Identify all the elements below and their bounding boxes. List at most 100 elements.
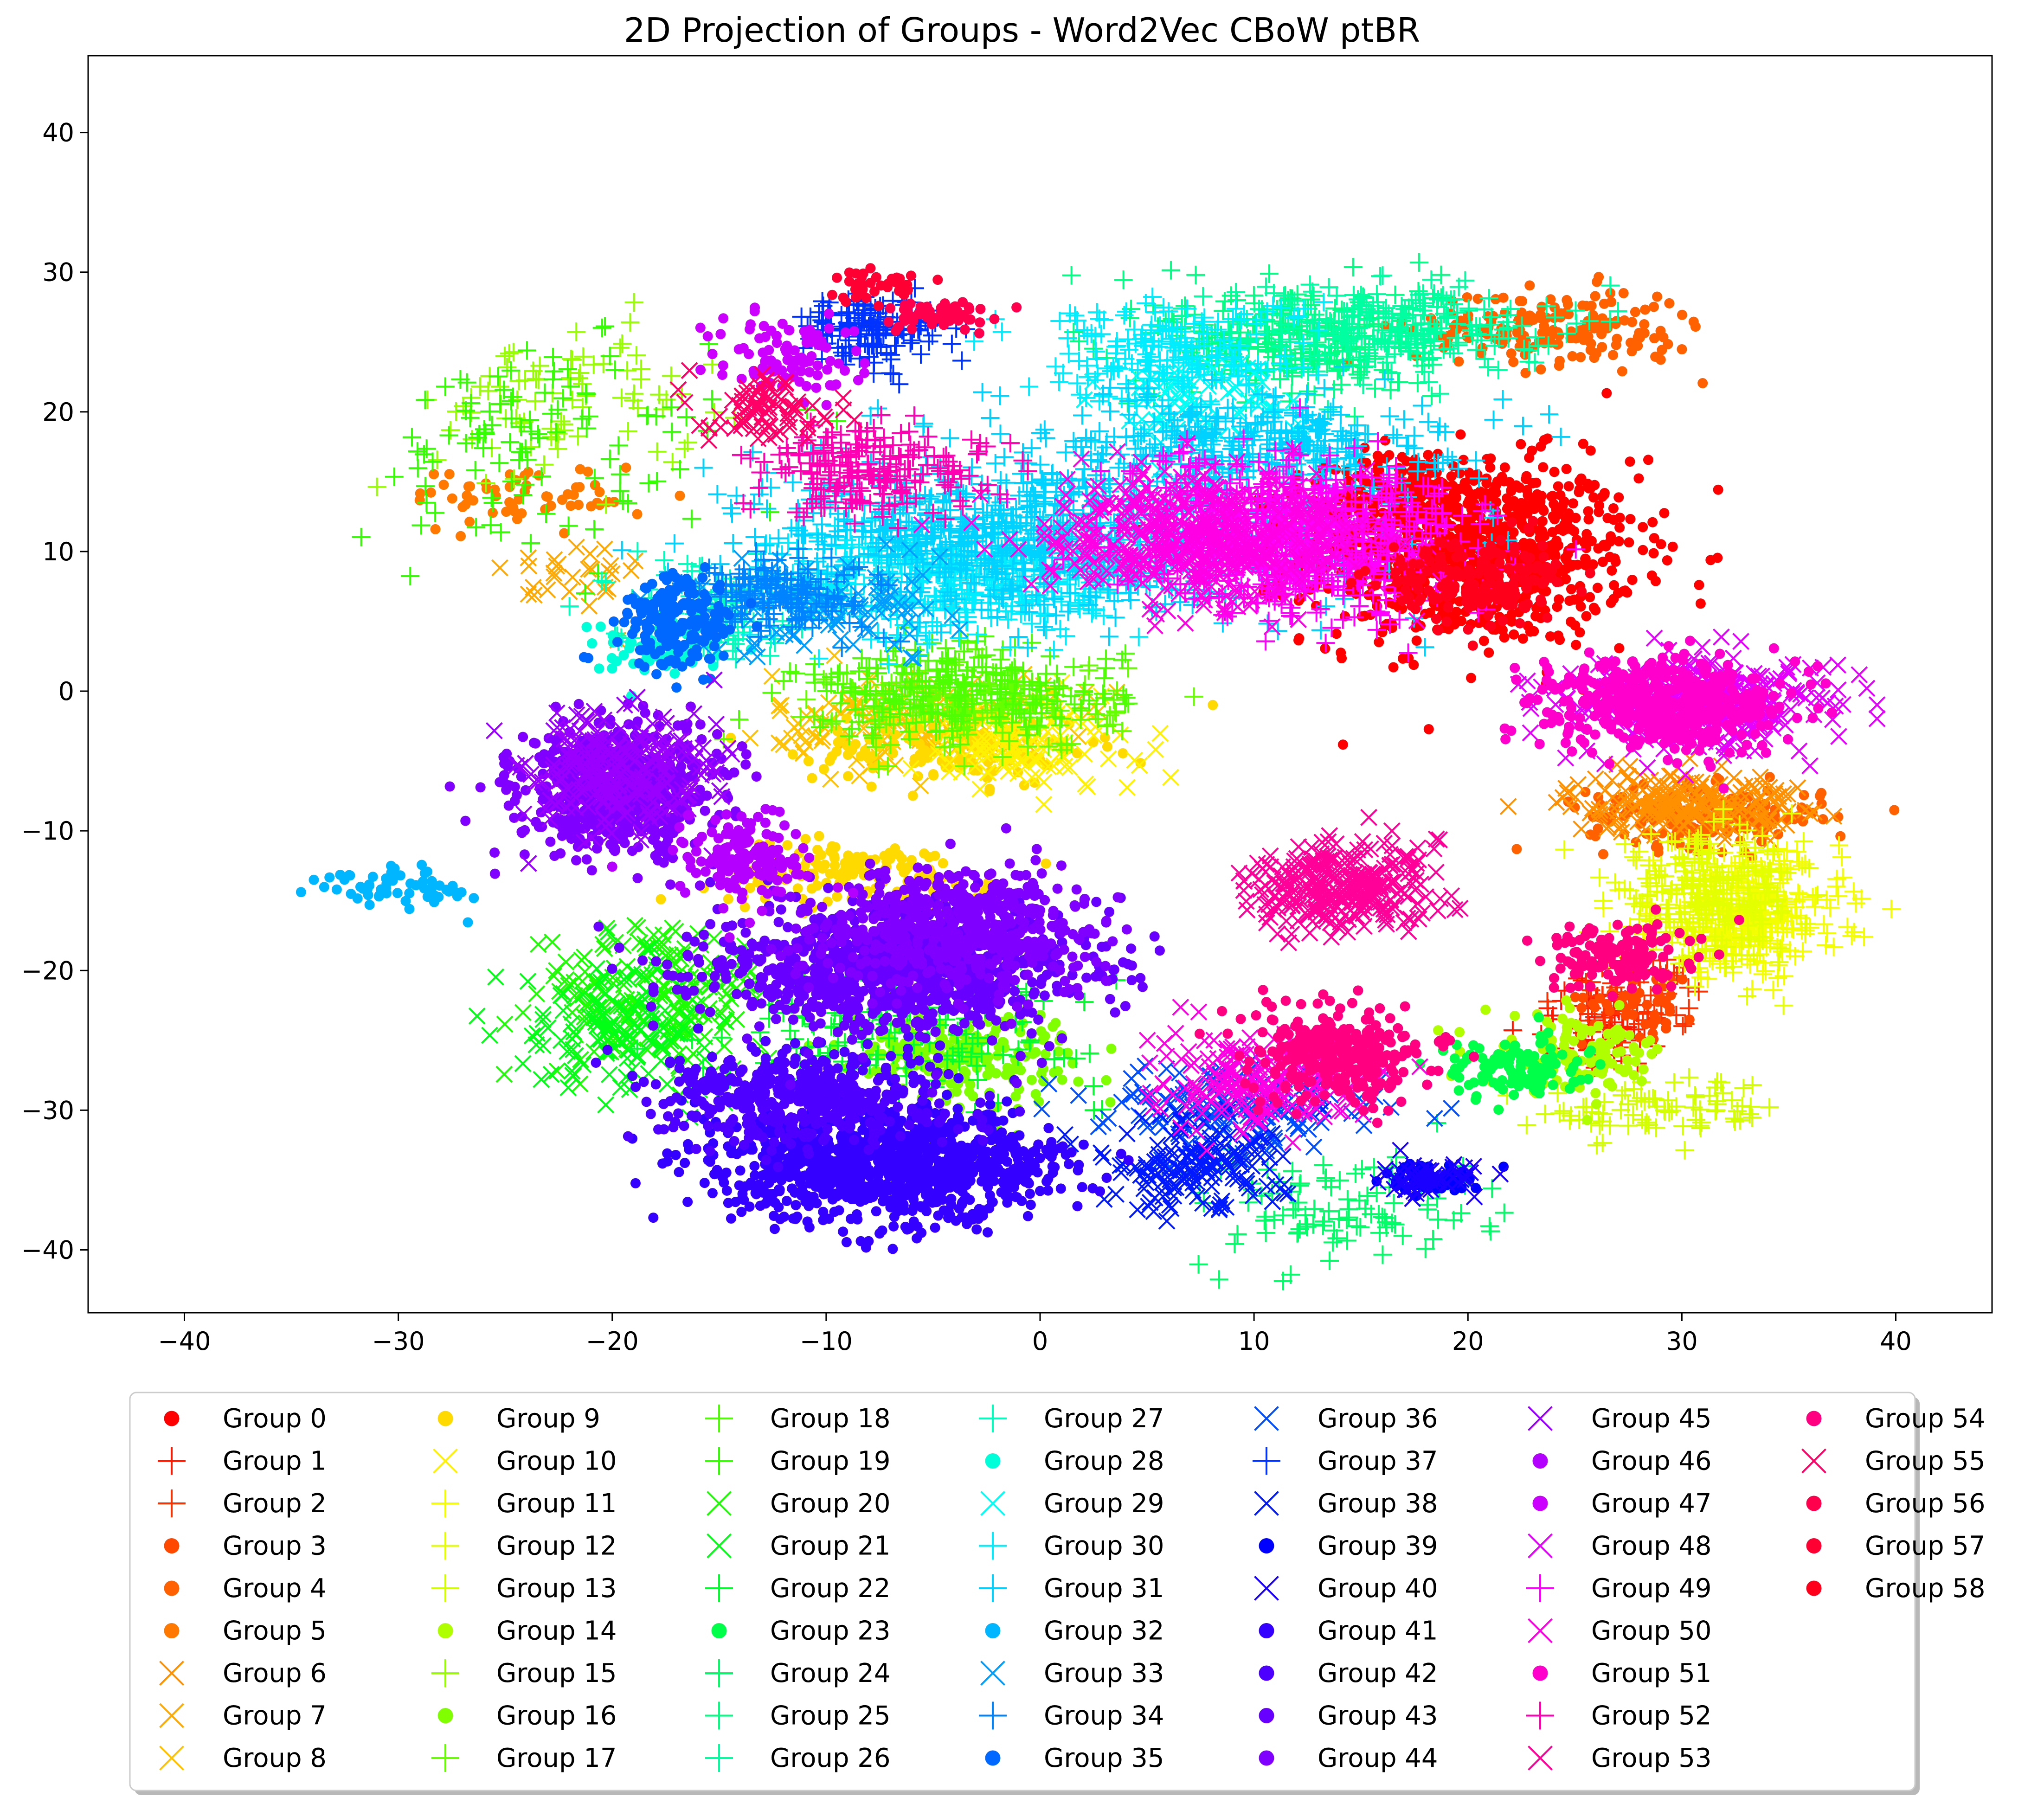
data-point bbox=[1106, 1043, 1117, 1054]
plot-area bbox=[296, 253, 1901, 1290]
data-point bbox=[1455, 429, 1466, 440]
data-point bbox=[800, 834, 811, 844]
data-point bbox=[1592, 583, 1603, 593]
data-point bbox=[1517, 633, 1528, 644]
data-point bbox=[1516, 514, 1527, 525]
data-point bbox=[1562, 299, 1573, 309]
data-point bbox=[1570, 620, 1581, 631]
data-point bbox=[807, 773, 817, 783]
data-point bbox=[1660, 995, 1671, 1006]
data-point bbox=[603, 497, 613, 507]
data-point bbox=[1030, 1047, 1041, 1058]
data-point bbox=[1599, 298, 1609, 309]
data-point bbox=[1527, 445, 1537, 456]
data-point bbox=[852, 864, 863, 874]
data-point bbox=[1336, 648, 1346, 658]
data-point bbox=[919, 848, 930, 859]
data-point bbox=[1508, 527, 1519, 538]
data-point bbox=[1466, 512, 1476, 522]
data-point bbox=[1612, 1024, 1623, 1035]
data-point bbox=[1652, 1044, 1663, 1054]
data-point bbox=[1609, 553, 1620, 564]
data-point bbox=[1590, 291, 1600, 302]
data-point bbox=[1600, 541, 1611, 552]
data-point bbox=[1624, 1030, 1635, 1040]
data-point bbox=[1589, 323, 1600, 334]
data-point bbox=[464, 516, 475, 527]
scatter-points bbox=[296, 253, 1901, 1290]
data-point bbox=[1453, 1085, 1464, 1096]
data-point bbox=[1638, 545, 1648, 555]
data-point bbox=[792, 883, 803, 894]
data-point bbox=[1889, 805, 1900, 815]
data-point bbox=[890, 729, 900, 740]
data-point bbox=[1500, 1039, 1511, 1050]
data-point bbox=[1374, 637, 1384, 648]
data-point bbox=[1105, 1097, 1116, 1108]
data-point bbox=[1548, 1079, 1558, 1090]
data-point bbox=[447, 493, 457, 504]
data-point bbox=[1026, 1074, 1037, 1085]
data-point bbox=[1639, 319, 1650, 330]
data-point bbox=[1449, 1053, 1460, 1064]
data-point bbox=[1695, 598, 1706, 609]
data-point bbox=[1470, 1094, 1481, 1105]
data-point bbox=[782, 840, 793, 850]
data-point bbox=[1595, 1037, 1606, 1048]
data-point bbox=[1559, 496, 1569, 507]
data-point bbox=[1613, 536, 1624, 546]
data-point bbox=[907, 790, 918, 801]
data-point bbox=[1524, 280, 1535, 291]
data-point bbox=[465, 481, 476, 492]
data-point bbox=[1423, 449, 1433, 460]
data-point bbox=[723, 894, 733, 905]
data-point bbox=[1609, 580, 1620, 590]
data-point bbox=[1690, 321, 1701, 332]
data-point bbox=[1576, 1002, 1587, 1013]
data-point bbox=[1627, 999, 1638, 1010]
data-point bbox=[1613, 492, 1624, 503]
data-point bbox=[1583, 514, 1594, 525]
data-point bbox=[1101, 1075, 1112, 1085]
data-point bbox=[592, 497, 603, 508]
data-point bbox=[1561, 564, 1571, 574]
data-point bbox=[509, 506, 520, 516]
data-point bbox=[1388, 662, 1399, 673]
data-point bbox=[881, 856, 892, 867]
data-point bbox=[1612, 1047, 1622, 1058]
data-point bbox=[1640, 304, 1651, 315]
data-point bbox=[1585, 445, 1596, 456]
data-point bbox=[1568, 498, 1578, 509]
data-point bbox=[1510, 1046, 1520, 1057]
data-point bbox=[1454, 1062, 1465, 1073]
data-point bbox=[1359, 610, 1370, 621]
data-point bbox=[1485, 462, 1496, 473]
data-point bbox=[1622, 1055, 1633, 1065]
data-point bbox=[1466, 490, 1477, 501]
data-point bbox=[1509, 629, 1519, 640]
data-point bbox=[1465, 472, 1476, 482]
data-point bbox=[1652, 291, 1663, 302]
data-point bbox=[1551, 535, 1562, 546]
data-point bbox=[1001, 1069, 1011, 1080]
data-point bbox=[1462, 292, 1472, 303]
data-point bbox=[1464, 1079, 1474, 1090]
data-point bbox=[1835, 831, 1846, 841]
data-point bbox=[656, 894, 666, 905]
data-point bbox=[1608, 514, 1619, 525]
data-point bbox=[1568, 1035, 1579, 1046]
data-point bbox=[1490, 481, 1501, 492]
data-point bbox=[840, 862, 851, 873]
data-point bbox=[1048, 1067, 1059, 1078]
data-point bbox=[1572, 1056, 1582, 1066]
data-point bbox=[1531, 477, 1542, 488]
data-point bbox=[632, 509, 643, 520]
data-point bbox=[429, 469, 439, 480]
data-point bbox=[1602, 1028, 1613, 1039]
data-point bbox=[1538, 462, 1549, 473]
chart-title: 2D Projection of Groups - Word2Vec CBoW … bbox=[624, 11, 1420, 50]
data-point bbox=[824, 756, 835, 766]
data-point bbox=[1588, 492, 1599, 503]
data-point bbox=[1516, 439, 1526, 449]
data-point bbox=[1677, 344, 1687, 354]
